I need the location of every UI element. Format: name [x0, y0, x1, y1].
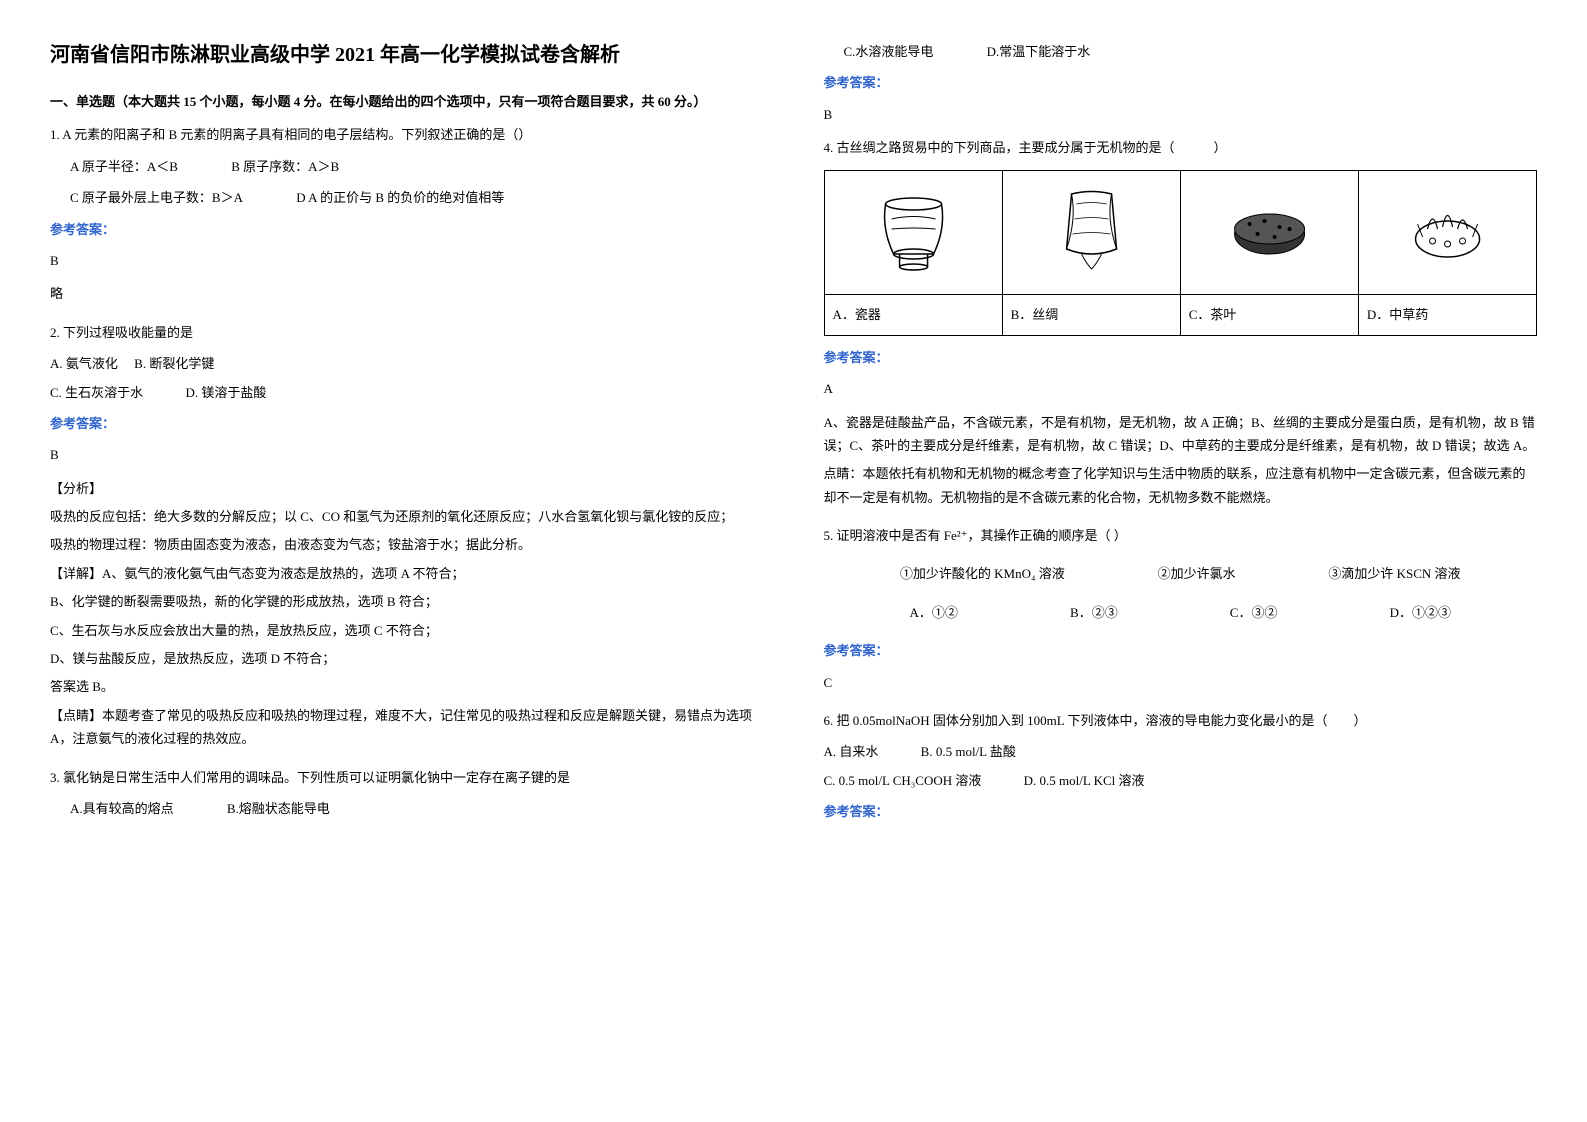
q2-p2: 吸热的物理过程：物质由固态变为液态，由液态变为气态；铵盐溶于水；据此分析。: [50, 533, 764, 556]
q4-p2: 点睛：本题依托有机物和无机物的概念考查了化学知识与生活中物质的联系，应注意有机物…: [824, 462, 1538, 509]
question-1: 1. A 元素的阳离子和 B 元素的阴离子具有相同的电子层结构。下列叙述正确的是…: [50, 123, 764, 305]
q1-text: 1. A 元素的阳离子和 B 元素的阴离子具有相同的电子层结构。下列叙述正确的是…: [50, 123, 764, 146]
q6-optC: C. 0.5 mol/L CH₃COOH 溶液: [824, 773, 982, 788]
q6-answer-label: 参考答案：: [824, 800, 1538, 823]
q5-text: 5. 证明溶液中是否有 Fe²⁺，其操作正确的顺序是（ ）: [824, 524, 1538, 547]
q3-optA: A.具有较高的熔点: [70, 797, 174, 820]
q5-optB: B．②③: [1070, 601, 1118, 624]
q1-optC: C 原子最外层上电子数：B＞A: [70, 186, 243, 209]
q5-optC: C．③②: [1230, 601, 1278, 624]
q5-step3: ③滴加少许 KSCN 溶液: [1328, 562, 1460, 585]
img-porcelain: [824, 170, 1002, 295]
q2-text: 2. 下列过程吸收能量的是: [50, 321, 764, 344]
q2-p6: D、镁与盐酸反应，是放热反应，选项 D 不符合；: [50, 647, 764, 670]
section-header: 一、单选题（本大题共 15 个小题，每小题 4 分。在每小题给出的四个选项中，只…: [50, 90, 764, 113]
q4-text: 4. 古丝绸之路贸易中的下列商品，主要成分属于无机物的是（ ）: [824, 136, 1538, 159]
q1-answer-label: 参考答案：: [50, 218, 764, 241]
q1-options-row1: A 原子半径：A＜B B 原子序数：A＞B: [50, 155, 764, 178]
q3-optB: B.熔融状态能导电: [227, 801, 330, 816]
q2-options-row1: A. 氨气液化 B. 断裂化学键: [50, 352, 764, 375]
q3-text: 3. 氯化钠是日常生活中人们常用的调味品。下列性质可以证明氯化钠中一定存在离子键…: [50, 766, 764, 789]
q5-answer-label: 参考答案：: [824, 639, 1538, 662]
q5-step2: ②加少许氯水: [1158, 562, 1236, 585]
q5-steps: ①加少许酸化的 KMnO₄ 溶液 ②加少许氯水 ③滴加少许 KSCN 溶液: [824, 562, 1538, 585]
q6-options-row2: C. 0.5 mol/L CH₃COOH 溶液 D. 0.5 mol/L KCl…: [824, 769, 1538, 792]
q5-step1: ①加少许酸化的 KMnO₄ 溶液: [900, 562, 1065, 585]
q2-p7: 答案选 B。: [50, 675, 764, 698]
q2-analysis-label: 【分析】: [50, 477, 764, 500]
q4-optB: B．丝绸: [1002, 295, 1180, 335]
q2-p5: C、生石灰与水反应会放出大量的热，是放热反应，选项 C 不符合；: [50, 619, 764, 642]
question-3: 3. 氯化钠是日常生活中人们常用的调味品。下列性质可以证明氯化钠中一定存在离子键…: [50, 766, 764, 821]
q6-optA: A. 自来水: [824, 744, 879, 759]
silk-icon: [1011, 179, 1172, 279]
q6-options-row1: A. 自来水 B. 0.5 mol/L 盐酸: [824, 740, 1538, 763]
question-2: 2. 下列过程吸收能量的是 A. 氨气液化 B. 断裂化学键 C. 生石灰溶于水…: [50, 321, 764, 751]
q2-optA: A. 氨气液化: [50, 356, 118, 371]
q1-optA: A 原子半径：A＜B: [70, 155, 178, 178]
q2-p8: 【点睛】本题考查了常见的吸热反应和吸热的物理过程，难度不大，记住常见的吸热过程和…: [50, 704, 764, 751]
q1-answer: B: [50, 249, 764, 272]
herb-icon: [1367, 179, 1528, 279]
q6-optB: B. 0.5 mol/L 盐酸: [921, 744, 1016, 759]
q2-optC: C. 生石灰溶于水: [50, 385, 143, 400]
question-5: 5. 证明溶液中是否有 Fe²⁺，其操作正确的顺序是（ ） ①加少许酸化的 KM…: [824, 524, 1538, 694]
q4-p1: A、瓷器是硅酸盐产品，不含碳元素，不是有机物，是无机物，故 A 正确；B、丝绸的…: [824, 411, 1538, 458]
porcelain-icon: [833, 179, 994, 279]
right-column: C.水溶液能导电 D.常温下能溶于水 参考答案： B 4. 古丝绸之路贸易中的下…: [824, 40, 1538, 839]
q4-image-table: A．瓷器 B．丝绸 C．茶叶 D．中草药: [824, 170, 1538, 336]
q1-options-row2: C 原子最外层上电子数：B＞A D A 的正价与 B 的负价的绝对值相等: [50, 186, 764, 209]
q5-optA: A．①②: [910, 601, 958, 624]
q2-answer-label: 参考答案：: [50, 412, 764, 435]
q3-options-row2: C.水溶液能导电 D.常温下能溶于水: [824, 40, 1538, 63]
q1-optD: D A 的正价与 B 的负价的绝对值相等: [296, 190, 504, 205]
q6-text: 6. 把 0.05molNaOH 固体分别加入到 100mL 下列液体中，溶液的…: [824, 709, 1538, 732]
q5-options: A．①② B．②③ C．③② D．①②③: [824, 601, 1538, 624]
q2-p1: 吸热的反应包括：绝大多数的分解反应；以 C、CO 和氢气为还原剂的氧化还原反应；…: [50, 505, 764, 528]
question-6: 6. 把 0.05molNaOH 固体分别加入到 100mL 下列液体中，溶液的…: [824, 709, 1538, 824]
q5-answer: C: [824, 671, 1538, 694]
q4-answer: A: [824, 377, 1538, 400]
q2-answer: B: [50, 443, 764, 466]
q1-note: 略: [50, 282, 764, 305]
q3-answer-label: 参考答案：: [824, 71, 1538, 94]
q2-p3: 【详解】A、氨气的液化氨气由气态变为液态是放热的，选项 A 不符合；: [50, 562, 764, 585]
q4-answer-label: 参考答案：: [824, 346, 1538, 369]
left-column: 河南省信阳市陈淋职业高级中学 2021 年高一化学模拟试卷含解析 一、单选题（本…: [50, 40, 764, 839]
q3-optD: D.常温下能溶于水: [987, 44, 1091, 59]
q2-options-row2: C. 生石灰溶于水 D. 镁溶于盐酸: [50, 381, 764, 404]
q4-optD: D．中草药: [1358, 295, 1536, 335]
q1-optB: B 原子序数：A＞B: [231, 159, 339, 174]
q3-answer: B: [824, 103, 1538, 126]
q3-optC: C.水溶液能导电: [844, 40, 934, 63]
q2-p4: B、化学键的断裂需要吸热，新的化学键的形成放热，选项 B 符合；: [50, 590, 764, 613]
img-tea: [1180, 170, 1358, 295]
q2-optB: B. 断裂化学键: [134, 356, 214, 371]
q4-optA: A．瓷器: [824, 295, 1002, 335]
q2-optD: D. 镁溶于盐酸: [185, 385, 266, 400]
q3-options-row1: A.具有较高的熔点 B.熔融状态能导电: [50, 797, 764, 820]
q6-optD: D. 0.5 mol/L KCl 溶液: [1024, 773, 1145, 788]
q5-optD: D．①②③: [1390, 601, 1451, 624]
exam-title: 河南省信阳市陈淋职业高级中学 2021 年高一化学模拟试卷含解析: [50, 40, 764, 70]
q4-optC: C．茶叶: [1180, 295, 1358, 335]
img-herb: [1358, 170, 1536, 295]
question-4: 4. 古丝绸之路贸易中的下列商品，主要成分属于无机物的是（ ）: [824, 136, 1538, 509]
img-silk: [1002, 170, 1180, 295]
tea-icon: [1189, 179, 1350, 279]
